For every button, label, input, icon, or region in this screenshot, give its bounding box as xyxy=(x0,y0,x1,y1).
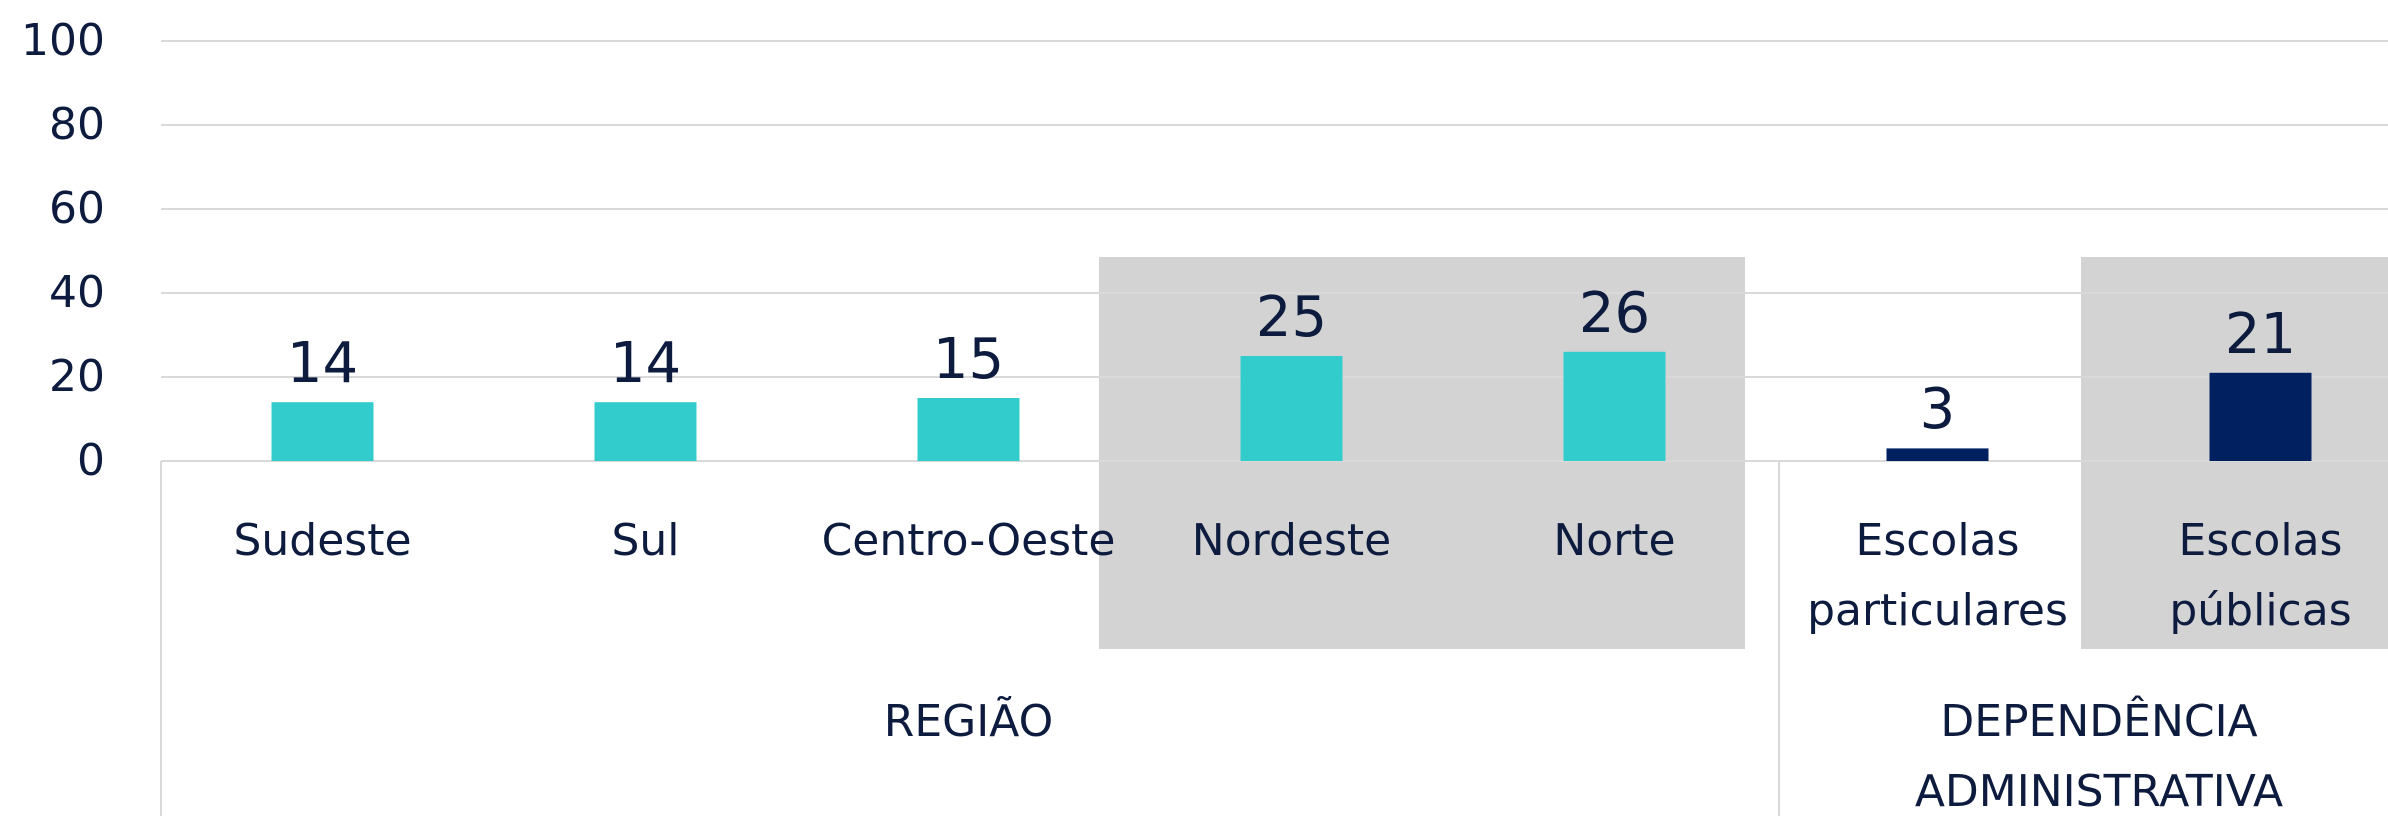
y-tick-label: 40 xyxy=(49,267,105,318)
x-tick-label: Norte xyxy=(1553,515,1676,566)
y-tick-label: 60 xyxy=(49,183,105,234)
y-tick-label: 0 xyxy=(77,435,105,486)
y-tick-label: 80 xyxy=(49,99,105,150)
data-label: 21 xyxy=(2224,301,2297,367)
x-tick-label: Nordeste xyxy=(1191,515,1392,566)
data-label: 3 xyxy=(1919,377,1956,443)
bar xyxy=(1563,351,1666,461)
bar xyxy=(917,398,1020,461)
data-label: 15 xyxy=(932,327,1005,392)
y-tick-label: 20 xyxy=(49,351,105,402)
x-tick-label: Escolas particulares xyxy=(1807,515,2068,636)
bar xyxy=(1240,356,1343,461)
y-tick-label: 100 xyxy=(21,15,105,66)
x-tick-label: Escolas públicas xyxy=(2169,515,2352,636)
bar xyxy=(1886,448,1989,461)
data-label: 25 xyxy=(1255,285,1328,350)
x-tick-label: Sudeste xyxy=(233,515,412,566)
x-tick-label: Centro-Oeste xyxy=(821,515,1116,566)
bar xyxy=(2209,372,2312,461)
data-label: 14 xyxy=(609,331,682,397)
group-label: REGIÃO xyxy=(883,696,1054,747)
bar xyxy=(594,402,697,461)
data-label: 14 xyxy=(286,331,359,397)
data-label: 26 xyxy=(1578,280,1651,346)
bar xyxy=(271,402,374,461)
x-tick-label: Sul xyxy=(611,515,680,566)
group-label: DEPENDÊNCIA ADMINISTRATIVA xyxy=(1914,696,2284,817)
